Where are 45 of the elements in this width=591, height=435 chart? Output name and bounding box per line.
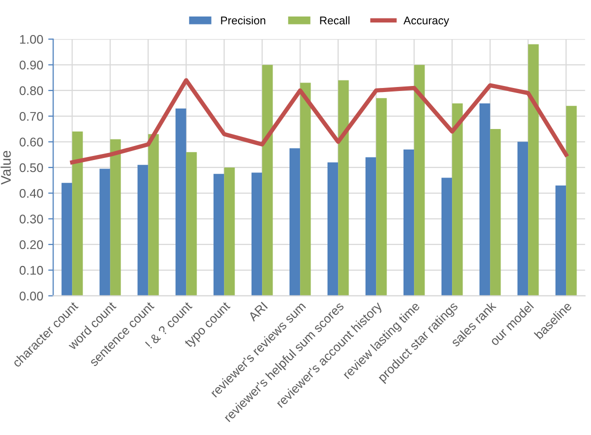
legend-label: Accuracy — [403, 16, 450, 27]
y-tick-label: 0.60 — [20, 138, 43, 146]
bar — [365, 157, 376, 296]
x-tick-label: ARI — [248, 302, 268, 322]
bar — [517, 142, 528, 296]
bar — [528, 44, 539, 296]
legend-label: Precision — [221, 16, 266, 24]
bar — [62, 182, 72, 296]
y-tick-label: 0.40 — [20, 188, 43, 198]
bar — [300, 82, 311, 296]
bar — [490, 128, 501, 296]
bar — [376, 98, 387, 296]
y-tick-label: 0.30 — [20, 214, 43, 224]
bar — [555, 185, 566, 296]
y-tick-label: 0.10 — [20, 266, 43, 275]
y-tick-label: 1.00 — [20, 34, 43, 44]
bar — [252, 172, 262, 296]
y-tick-label: 0.00 — [20, 292, 43, 300]
bar — [176, 108, 186, 296]
bar — [566, 106, 577, 296]
bar — [403, 150, 414, 296]
bar — [452, 103, 463, 296]
y-tick-label: 0.50 — [20, 163, 43, 172]
y-tick-label: 0.80 — [20, 86, 43, 96]
bar — [148, 134, 159, 296]
bar — [186, 152, 197, 296]
bar — [138, 164, 148, 296]
bar — [290, 148, 300, 296]
bar — [214, 174, 224, 296]
bar — [338, 80, 349, 296]
bar — [72, 132, 83, 296]
y-tick-label: 0.90 — [20, 60, 43, 70]
line-series — [70, 78, 568, 164]
legend-label: Recall — [320, 16, 350, 24]
bar — [110, 139, 121, 296]
bar — [414, 64, 425, 296]
y-tick-label: 0.20 — [20, 240, 43, 250]
bar — [224, 167, 235, 296]
y-axis-title: Value — [0, 150, 11, 185]
bar — [262, 64, 273, 296]
bar — [100, 168, 110, 296]
bar — [479, 103, 490, 296]
bar — [441, 178, 452, 296]
y-tick-label: 0.70 — [20, 112, 43, 121]
bar — [328, 162, 338, 296]
